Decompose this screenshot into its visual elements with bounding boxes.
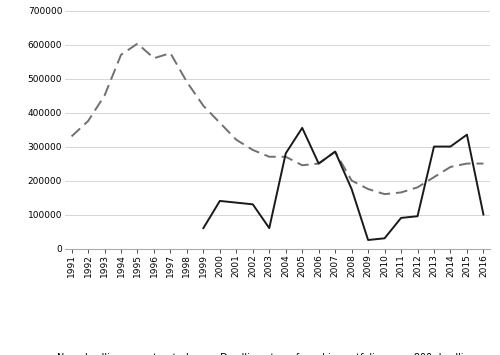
New dwellings constructed [365,187,371,191]
Legend: New dwellings constructed, Dwellings transferred in portfolios over 800 dwelling: New dwellings constructed, Dwellings tra… [32,353,481,355]
Dwellings transferred in portfolios over 800 dwellings [316,162,322,166]
Dwellings transferred in portfolios over 800 dwellings [250,202,256,207]
New dwellings constructed [414,185,420,190]
Dwellings transferred in portfolios over 800 dwellings [348,187,354,191]
Dwellings transferred in portfolios over 800 dwellings [266,226,272,230]
New dwellings constructed [431,175,437,179]
Dwellings transferred in portfolios over 800 dwellings [332,149,338,154]
Dwellings transferred in portfolios over 800 dwellings [414,214,420,218]
New dwellings constructed [299,163,305,167]
New dwellings constructed [234,138,239,142]
Dwellings transferred in portfolios over 800 dwellings [464,132,470,137]
New dwellings constructed [217,121,223,125]
Line: New dwellings constructed: New dwellings constructed [72,44,484,194]
New dwellings constructed [102,93,107,98]
Dwellings transferred in portfolios over 800 dwellings [200,226,206,230]
Dwellings transferred in portfolios over 800 dwellings [398,216,404,220]
New dwellings constructed [168,51,173,55]
New dwellings constructed [266,155,272,159]
New dwellings constructed [348,179,354,183]
Dwellings transferred in portfolios over 800 dwellings [480,212,486,217]
Dwellings transferred in portfolios over 800 dwellings [217,199,223,203]
New dwellings constructed [184,80,190,84]
New dwellings constructed [382,192,388,196]
New dwellings constructed [118,53,124,57]
New dwellings constructed [332,149,338,154]
New dwellings constructed [250,148,256,152]
New dwellings constructed [480,162,486,166]
Dwellings transferred in portfolios over 800 dwellings [382,236,388,240]
Dwellings transferred in portfolios over 800 dwellings [448,144,454,149]
New dwellings constructed [282,155,288,159]
New dwellings constructed [151,56,157,60]
New dwellings constructed [85,119,91,123]
Dwellings transferred in portfolios over 800 dwellings [431,144,437,149]
Dwellings transferred in portfolios over 800 dwellings [282,151,288,155]
New dwellings constructed [316,162,322,166]
Dwellings transferred in portfolios over 800 dwellings [365,238,371,242]
Dwellings transferred in portfolios over 800 dwellings [299,126,305,130]
New dwellings constructed [200,104,206,108]
New dwellings constructed [134,42,140,46]
New dwellings constructed [464,162,470,166]
Line: Dwellings transferred in portfolios over 800 dwellings: Dwellings transferred in portfolios over… [204,128,484,240]
New dwellings constructed [398,190,404,195]
New dwellings constructed [448,165,454,169]
New dwellings constructed [68,134,74,138]
Dwellings transferred in portfolios over 800 dwellings [234,201,239,205]
